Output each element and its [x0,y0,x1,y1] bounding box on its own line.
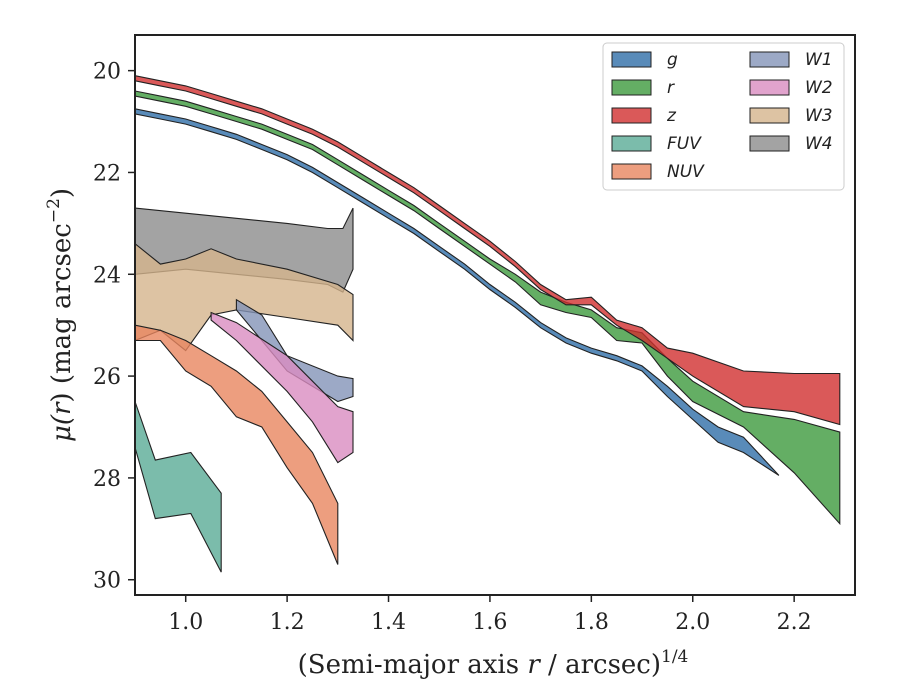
x-axis-label-rest: / arcsec) [540,650,661,680]
legend-swatch-w1 [749,51,790,68]
x-tick-label: 1.4 [371,610,406,635]
legend-label-w2: W2 [805,78,833,98]
legend-label-g: g [667,50,678,70]
y-axis-label-sup: −2 [44,198,64,223]
x-tick-label: 2.0 [675,610,710,635]
x-tick-label: 1.8 [574,610,609,635]
legend-label-nuv: NUV [667,162,705,182]
profile-bands [135,75,841,573]
x-tick-label: 1.0 [168,610,203,635]
band-z [135,75,841,426]
legend-swatch-r [611,79,652,96]
legend-label-z: z [666,106,677,126]
y-axis-label: μ(r) (mag arcsec−2) [44,188,77,442]
legend-label-r: r [667,78,675,98]
y-axis-label-end: ) [47,188,77,198]
legend: grz FUV NUV W1 W2 W3 W4 [602,42,845,191]
y-tick-label: 28 [93,467,121,492]
legend-swatch-g [611,51,652,68]
y-tick-label: 26 [93,365,121,390]
x-axis-label-var: r [527,650,541,680]
band-w2 [210,311,354,464]
plot-frame [134,34,856,596]
legend-label-w4: W4 [805,134,833,154]
x-axis-label-main: (Semi-major axis [298,650,528,680]
y-axis-label-rest: ) (mag arcsec [47,223,77,402]
x-tick-label: 2.2 [777,610,812,635]
y-tick-label: 24 [93,263,121,288]
legend-swatch-w4 [749,135,790,152]
band-g [135,108,780,476]
legend-swatch-nuv [611,163,652,180]
legend-swatch-fuv [611,135,652,152]
band-w1 [235,298,354,403]
y-tick-label: 20 [93,60,121,85]
band-fuv [135,401,222,573]
y-axis-label-main: μ( [47,414,77,442]
legend-label-w1: W1 [805,50,833,70]
legend-swatch-w3 [749,107,790,124]
y-tick-label: 30 [93,569,121,594]
legend-swatch-z [611,107,652,124]
x-axis-label-sup: 1/4 [661,647,688,667]
y-axis-ticks: 20 22 24 26 28 30 [93,60,135,594]
y-axis-label-var: r [47,401,77,415]
x-tick-label: 1.6 [472,610,507,635]
legend-label-fuv: FUV [667,134,702,154]
legend-swatch-w2 [749,79,790,96]
legend-label-w3: W3 [805,106,833,126]
x-tick-label: 1.2 [270,610,305,635]
y-tick-label: 22 [93,161,121,186]
band-nuv [135,324,339,565]
band-r [135,90,841,526]
x-axis-label: (Semi-major axis r / arcsec)1/4 [298,647,689,680]
x-axis-ticks: 1.0 1.2 1.4 1.6 1.8 2.0 2.2 [168,595,812,635]
